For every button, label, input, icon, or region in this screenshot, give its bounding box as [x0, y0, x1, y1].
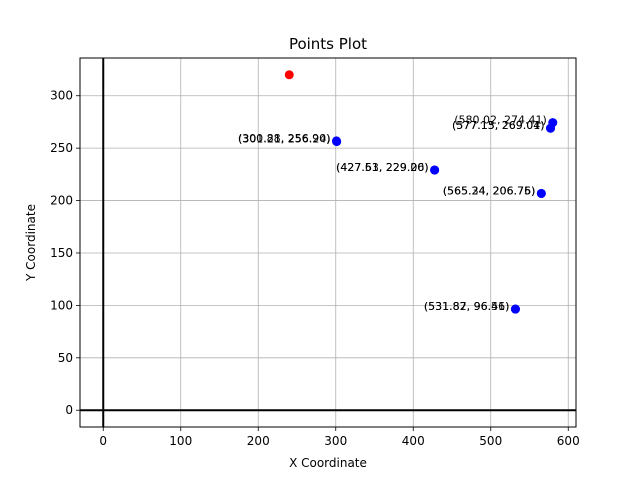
x-tick-label: 0	[99, 434, 107, 448]
point-annotation: (577.15, 269.01)	[452, 119, 545, 132]
chart-title: Points Plot	[289, 35, 367, 53]
y-tick-label: 0	[65, 403, 73, 417]
point-annotation: (300.88, 256.90)	[238, 132, 331, 145]
y-tick-label: 150	[50, 246, 73, 260]
data-point	[546, 123, 556, 133]
point-annotation: (427.51, 229.20)	[336, 161, 429, 174]
point-annotation: (577.13, 269.04)	[452, 119, 545, 132]
data-point	[331, 136, 341, 146]
x-tick-label: 100	[169, 434, 192, 448]
data-point	[510, 304, 520, 314]
y-tick-label: 50	[58, 351, 73, 365]
y-tick-label: 200	[50, 194, 73, 208]
data-points	[284, 70, 558, 314]
y-tick-label: 250	[50, 141, 73, 155]
data-point	[536, 188, 546, 198]
x-tick-label: 300	[324, 434, 347, 448]
point-annotation: (531.82, 96.56)	[424, 300, 510, 313]
data-point	[430, 165, 440, 175]
point-annotations: (301.21, 256.24)(300.88, 256.90) (427.51,…	[238, 114, 547, 314]
grid	[80, 58, 576, 427]
point-annotation: (301.21, 256.24)	[238, 133, 331, 146]
x-tick-label: 400	[402, 434, 425, 448]
point-annotation: (427.63, 229.06)	[336, 161, 429, 174]
x-axis-label: X Coordinate	[289, 456, 367, 470]
zero-axis-lines	[80, 58, 576, 427]
data-point	[284, 70, 294, 80]
point-annotation: (565.24, 206.75)	[443, 184, 536, 197]
plot-frame	[79, 57, 577, 428]
x-tick-label: 500	[479, 434, 502, 448]
y-tick-label: 300	[50, 89, 73, 103]
point-annotation: (580.02, 274.41)	[454, 114, 547, 127]
axis-ticks: 0 100 200 300 400 500 600 0 50 100 150 200 250 300	[50, 89, 580, 448]
y-tick-label: 100	[50, 298, 73, 312]
x-tick-label: 600	[557, 434, 580, 448]
x-tick-label: 200	[247, 434, 270, 448]
point-annotation: (565.34, 206.76)	[443, 184, 536, 197]
point-annotation: (531.87, 96.41)	[424, 300, 510, 313]
y-axis-label: Y Coordinate	[24, 204, 38, 282]
